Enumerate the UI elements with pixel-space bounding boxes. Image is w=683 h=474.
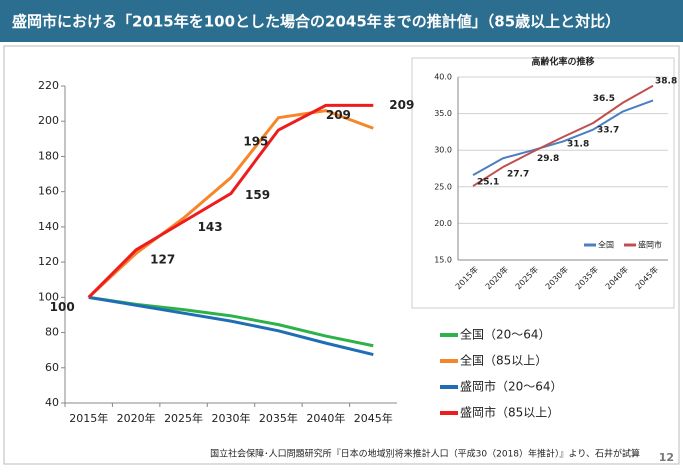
line-series <box>88 295 374 357</box>
line-series <box>87 103 374 299</box>
y-tick-label: 60 <box>45 361 59 374</box>
legend-label: 盛岡市 <box>638 240 662 250</box>
data-label: 195 <box>243 135 268 149</box>
data-label: 38.8 <box>655 76 677 86</box>
y-tick-label: 120 <box>38 255 59 268</box>
x-tick-label: 2025年 <box>164 411 203 425</box>
y-tick-label: 20.0 <box>434 219 452 228</box>
y-tick-label: 220 <box>38 79 59 92</box>
data-label: 31.8 <box>567 140 589 150</box>
data-label: 100 <box>50 300 75 314</box>
data-label: 209 <box>326 108 351 122</box>
inset-frame <box>411 57 675 309</box>
slide-title: 盛岡市における「2015年を100とした場合の2045年までの推計値」（85歳以… <box>12 13 620 31</box>
legend-label: 盛岡市（20～64） <box>460 379 563 394</box>
y-tick-label: 80 <box>45 326 59 339</box>
line-series <box>87 109 374 299</box>
frame <box>3 45 680 465</box>
line-series <box>472 99 654 176</box>
y-tick-label: 25.0 <box>434 182 452 191</box>
source-note: 国立社会保障･人口問題研究所『日本の地域別将来推計人口（平成30（2018）年推… <box>210 448 640 460</box>
legend-label: 全国（20～64） <box>460 327 551 342</box>
x-tick-label: 2030年 <box>212 411 251 425</box>
y-tick-label: 15.0 <box>434 256 452 265</box>
data-label: 36.5 <box>593 94 615 104</box>
y-tick-label: 140 <box>38 220 59 233</box>
y-tick-label: 160 <box>38 185 59 198</box>
legend-label: 全国 <box>598 240 614 250</box>
y-tick-label: 180 <box>38 149 59 162</box>
data-label: 33.7 <box>597 126 619 136</box>
y-tick-label: 40.0 <box>434 73 452 82</box>
x-tick-label: 2035年 <box>259 411 298 425</box>
y-tick-label: 200 <box>38 114 59 127</box>
data-label: 127 <box>150 252 175 266</box>
x-tick-label: 2045年 <box>354 411 393 425</box>
chart-title: 高齢化率の推移 <box>531 56 594 68</box>
legend-label: 全国（85以上） <box>460 353 547 368</box>
y-tick-label: 30.0 <box>434 146 452 155</box>
y-tick-label: 40 <box>45 396 59 409</box>
x-tick-label: 2020年 <box>117 411 156 425</box>
data-label: 209 <box>389 98 414 112</box>
y-tick-label: 100 <box>38 290 59 303</box>
legend-label: 盛岡市（85以上） <box>460 405 559 420</box>
x-tick-label: 2015年 <box>69 411 108 425</box>
data-label: 29.8 <box>537 154 559 164</box>
line-series <box>472 84 654 187</box>
data-label: 27.7 <box>507 170 529 180</box>
header-bar <box>0 0 683 42</box>
data-label: 159 <box>245 188 270 202</box>
data-label: 143 <box>198 220 223 234</box>
y-tick-label: 35.0 <box>434 109 452 118</box>
x-tick-label: 2040年 <box>306 411 345 425</box>
page-number: 12 <box>659 451 674 464</box>
data-label: 25.1 <box>477 178 499 188</box>
